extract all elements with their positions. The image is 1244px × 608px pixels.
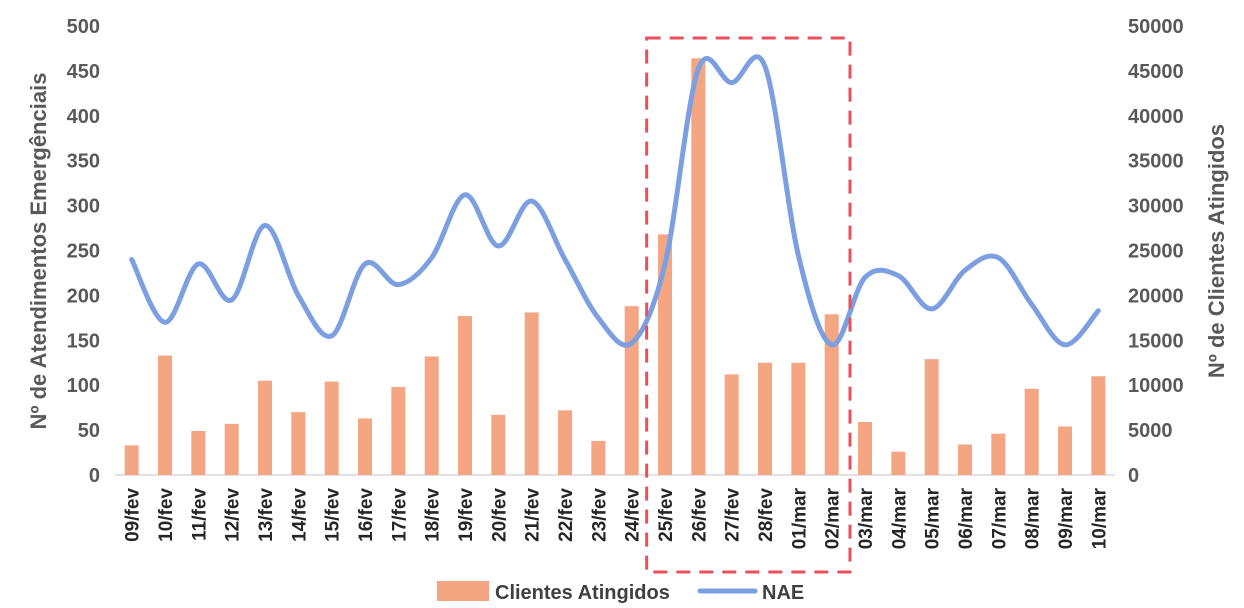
nae-line [129,54,1101,348]
bar [624,306,639,475]
bar [291,412,306,475]
line-series [129,54,1101,348]
bar [1058,426,1072,475]
legend: Clientes Atingidos NAE [437,581,804,604]
right-axis-title: Nº de Clientes Atingidos [1204,124,1229,378]
x-axis-ticks: 09/fev 10/fev 11/fev 12/fev 13/fev 14/fev 15/f… [123,487,1111,549]
bar [658,234,672,475]
right-tick-label: 40000 [1128,106,1184,128]
right-tick-label: 10000 [1128,375,1184,397]
right-tick-label: 50000 [1128,16,1184,38]
bar [991,433,1006,475]
right-tick-label: 0 [1128,465,1139,487]
x-tick-label: 02/mar [823,487,844,549]
x-tick-label: 24/fev [623,488,644,542]
bar [924,359,939,475]
x-tick-label: 09/fev [123,488,144,542]
right-axis-ticks: 0 5000 10000 15000 20000 25000 30000 35000 40000… [1128,16,1184,487]
left-tick-label: 300 [67,196,100,218]
left-tick-label: 450 [67,61,100,83]
bar [724,374,739,475]
bar [324,381,339,475]
x-tick-label: 12/fev [223,488,244,542]
bar [224,423,239,475]
right-tick-label: 5000 [1128,420,1173,442]
left-tick-label: 100 [67,375,100,397]
x-tick-label: 22/fev [556,488,577,542]
bar [191,430,206,475]
x-tick-label: 06/mar [956,487,977,549]
bar [1091,376,1106,475]
legend-line-label: NAE [762,582,804,604]
right-tick-label: 35000 [1128,151,1184,173]
x-tick-label: 19/fev [456,488,477,542]
x-tick-label: 16/fev [356,488,377,542]
bar [691,58,706,475]
x-tick-label: 09/mar [1056,487,1077,549]
highlight-box [645,36,852,574]
x-tick-label: 17/fev [389,488,410,542]
bar [791,362,806,475]
x-tick-label: 07/mar [989,487,1010,549]
x-tick-label: 21/fev [523,488,544,542]
bar [358,418,372,475]
bar [458,316,472,475]
left-tick-label: 150 [67,330,100,352]
bar-series [124,58,1106,475]
x-tick-label: 01/mar [789,487,810,549]
left-tick-label: 500 [67,16,100,38]
x-tick-label: 14/fev [289,488,310,542]
left-tick-label: 50 [78,420,100,442]
right-tick-label: 45000 [1128,61,1184,83]
right-tick-label: 30000 [1128,196,1184,218]
x-tick-label: 10/mar [1089,487,1110,549]
bar [391,386,406,475]
left-tick-label: 350 [67,151,100,173]
x-tick-label: 08/mar [1023,487,1044,549]
bar [758,362,772,475]
bar [1024,388,1039,475]
bar [891,451,906,475]
left-tick-label: 250 [67,241,100,263]
bar [524,312,539,475]
left-tick-label: 200 [67,285,100,307]
left-axis-title: Nº de Atendimentos Emergênciais [26,73,51,430]
x-tick-label: 13/fev [256,488,277,542]
bar [258,380,272,475]
right-tick-label: 25000 [1128,241,1184,263]
x-tick-label: 27/fev [723,488,744,542]
x-tick-label: 25/fev [656,488,677,542]
bar [558,410,572,475]
x-tick-label: 04/mar [889,487,910,549]
left-axis-ticks: 0 50 100 150 200 250 300 350 400 450 500 [67,16,100,487]
x-tick-label: 15/fev [323,488,344,542]
bar [491,414,506,475]
x-tick-label: 28/fev [756,488,777,542]
bar [591,440,606,475]
x-tick-label: 20/fev [489,488,510,542]
right-tick-label: 20000 [1128,285,1184,307]
bar [158,355,172,475]
x-tick-label: 11/fev [189,488,210,541]
bar [824,314,839,475]
right-tick-label: 15000 [1128,330,1184,352]
legend-bar-swatch [437,581,489,601]
x-tick-label: 18/fev [423,488,444,542]
bar [424,356,439,475]
x-tick-label: 05/mar [923,487,944,549]
bar [124,445,139,475]
x-tick-label: 23/fev [589,488,610,542]
x-tick-label: 03/mar [856,487,877,549]
bar [858,422,872,475]
left-tick-label: 400 [67,106,100,128]
legend-bar-label: Clientes Atingidos [495,582,670,604]
bar [958,444,972,475]
x-tick-label: 26/fev [689,488,710,542]
x-tick-label: 10/fev [156,488,177,542]
left-tick-label: 0 [89,465,100,487]
